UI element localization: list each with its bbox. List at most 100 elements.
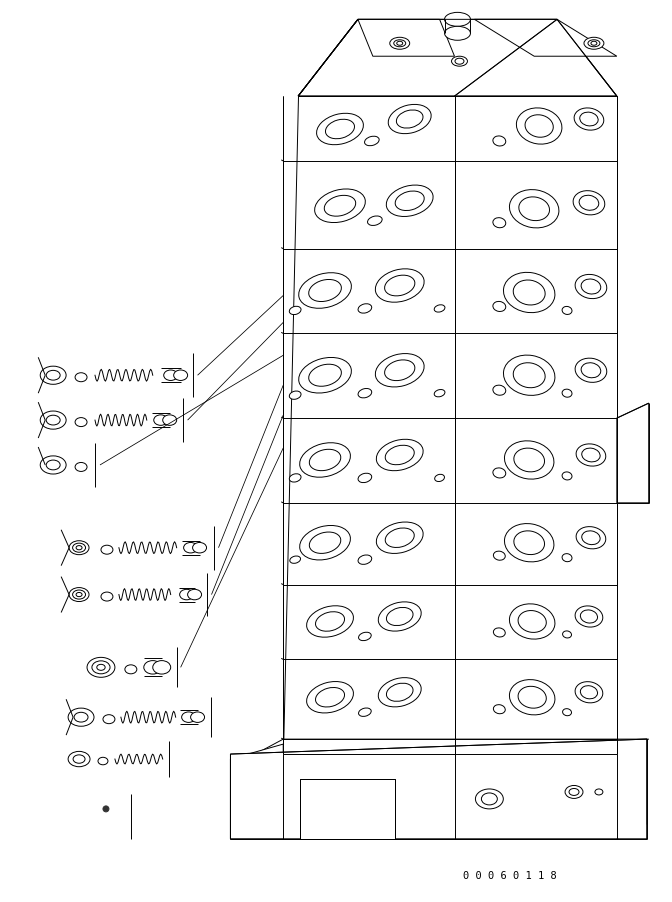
Ellipse shape — [434, 390, 445, 397]
Ellipse shape — [562, 630, 571, 638]
Ellipse shape — [290, 391, 301, 400]
Ellipse shape — [562, 307, 572, 315]
Polygon shape — [283, 754, 454, 839]
Ellipse shape — [68, 708, 94, 726]
Ellipse shape — [317, 114, 364, 144]
Ellipse shape — [493, 136, 506, 146]
Ellipse shape — [75, 418, 87, 427]
Ellipse shape — [452, 56, 468, 66]
Ellipse shape — [493, 551, 505, 560]
Ellipse shape — [75, 373, 87, 382]
Ellipse shape — [376, 439, 423, 471]
Ellipse shape — [97, 665, 105, 670]
Ellipse shape — [378, 602, 421, 631]
Polygon shape — [283, 97, 454, 754]
Ellipse shape — [306, 606, 353, 637]
Ellipse shape — [368, 216, 382, 226]
Ellipse shape — [103, 805, 109, 812]
Ellipse shape — [364, 136, 379, 146]
Ellipse shape — [576, 444, 605, 466]
Ellipse shape — [573, 190, 605, 215]
Ellipse shape — [378, 677, 421, 707]
Ellipse shape — [493, 468, 506, 478]
Text: 0 0 0 6 0 1 1 8: 0 0 0 6 0 1 1 8 — [463, 870, 557, 881]
Ellipse shape — [191, 712, 204, 723]
Polygon shape — [474, 19, 617, 56]
Ellipse shape — [503, 272, 555, 313]
Ellipse shape — [493, 704, 505, 713]
Ellipse shape — [103, 714, 115, 723]
Ellipse shape — [40, 411, 66, 429]
Polygon shape — [230, 739, 646, 839]
Ellipse shape — [445, 26, 470, 41]
Ellipse shape — [144, 660, 162, 674]
Ellipse shape — [390, 37, 410, 50]
Polygon shape — [300, 779, 394, 839]
Ellipse shape — [193, 542, 206, 553]
Polygon shape — [617, 403, 648, 502]
Ellipse shape — [68, 751, 90, 767]
Ellipse shape — [493, 385, 506, 395]
Ellipse shape — [183, 542, 198, 553]
Ellipse shape — [358, 555, 372, 565]
Ellipse shape — [565, 786, 583, 798]
Ellipse shape — [359, 632, 371, 640]
Ellipse shape — [40, 366, 66, 384]
Ellipse shape — [591, 41, 597, 45]
Ellipse shape — [290, 307, 301, 315]
Ellipse shape — [595, 789, 603, 795]
Ellipse shape — [575, 606, 603, 627]
Ellipse shape — [505, 441, 554, 479]
Ellipse shape — [575, 358, 607, 382]
Ellipse shape — [386, 185, 433, 216]
Ellipse shape — [562, 709, 571, 715]
Ellipse shape — [358, 389, 372, 398]
Ellipse shape — [299, 272, 351, 308]
Ellipse shape — [516, 108, 562, 144]
Ellipse shape — [435, 474, 444, 482]
Ellipse shape — [300, 443, 350, 477]
Ellipse shape — [509, 189, 559, 228]
Ellipse shape — [562, 472, 572, 480]
Ellipse shape — [163, 415, 177, 426]
Ellipse shape — [181, 712, 196, 723]
Polygon shape — [298, 19, 617, 97]
Ellipse shape — [164, 370, 177, 381]
Ellipse shape — [562, 554, 572, 562]
Ellipse shape — [445, 13, 470, 26]
Ellipse shape — [574, 108, 603, 130]
Ellipse shape — [299, 357, 351, 393]
Ellipse shape — [503, 355, 555, 395]
Ellipse shape — [173, 370, 187, 381]
Ellipse shape — [584, 37, 604, 50]
Ellipse shape — [562, 389, 572, 397]
Ellipse shape — [475, 789, 503, 809]
Ellipse shape — [314, 189, 366, 223]
Ellipse shape — [359, 708, 371, 716]
Ellipse shape — [396, 41, 403, 45]
Ellipse shape — [376, 354, 424, 387]
Ellipse shape — [358, 304, 372, 313]
Ellipse shape — [358, 474, 372, 483]
Ellipse shape — [75, 463, 87, 472]
Ellipse shape — [187, 589, 202, 600]
Ellipse shape — [388, 105, 431, 133]
Ellipse shape — [125, 665, 137, 674]
Polygon shape — [230, 744, 283, 839]
Ellipse shape — [509, 603, 555, 640]
Ellipse shape — [505, 523, 554, 562]
Ellipse shape — [493, 301, 506, 311]
Polygon shape — [454, 97, 617, 754]
Ellipse shape — [101, 545, 113, 554]
Ellipse shape — [376, 522, 423, 554]
Ellipse shape — [509, 679, 555, 715]
Ellipse shape — [179, 589, 194, 600]
Ellipse shape — [290, 474, 301, 482]
Ellipse shape — [76, 546, 82, 550]
Ellipse shape — [576, 527, 605, 548]
Ellipse shape — [434, 305, 445, 312]
Polygon shape — [617, 739, 646, 839]
Ellipse shape — [306, 682, 353, 713]
Ellipse shape — [40, 456, 66, 474]
Ellipse shape — [98, 758, 108, 765]
